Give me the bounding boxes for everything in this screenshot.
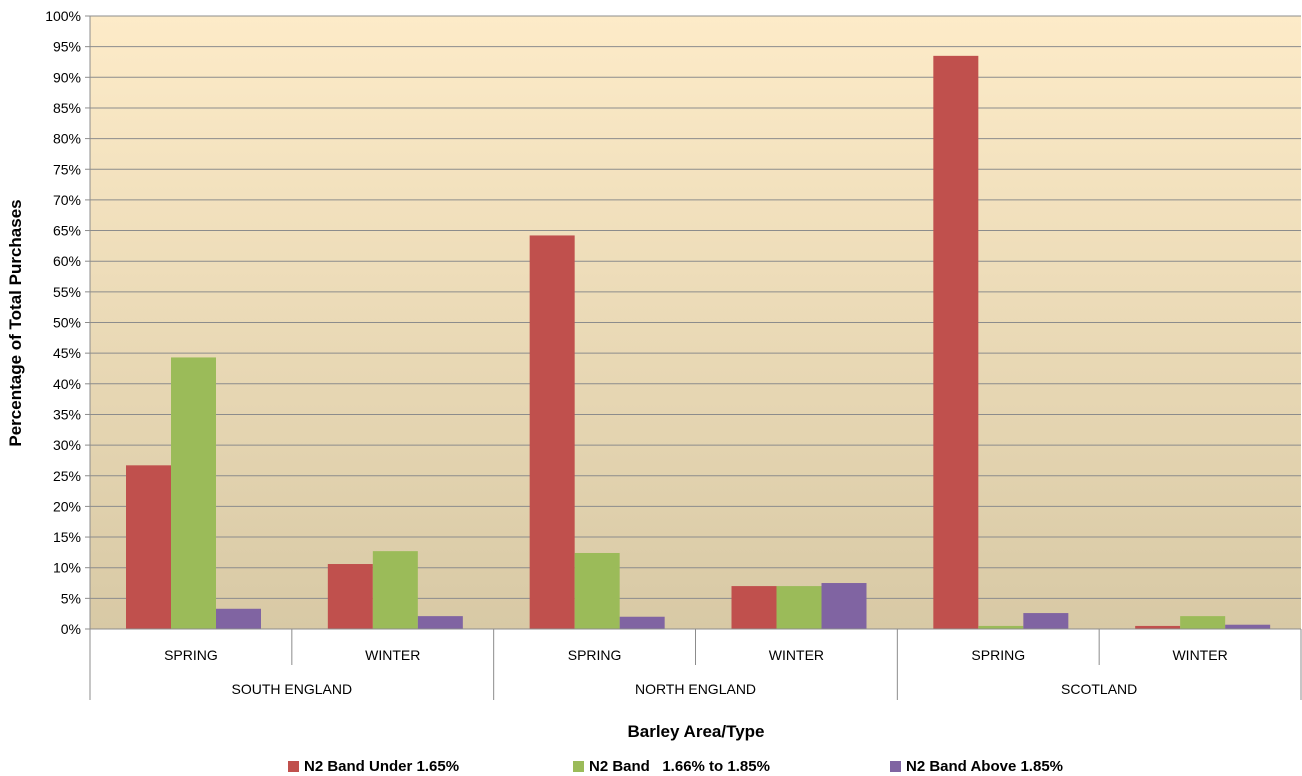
bar (978, 625, 1024, 629)
y-tick-label: 80% (53, 131, 81, 147)
x-axis-title: Barley Area/Type (627, 722, 764, 741)
y-tick-label: 55% (53, 284, 81, 300)
x-group-label: NORTH ENGLAND (635, 681, 756, 697)
y-tick-label: 0% (61, 621, 81, 637)
x-category-label: SPRING (971, 647, 1025, 663)
bar (126, 465, 171, 629)
y-tick-label: 100% (45, 8, 81, 24)
x-category-label: WINTER (769, 647, 824, 663)
legend-swatch (288, 761, 299, 772)
y-tick-label: 10% (53, 560, 81, 576)
y-tick-label: 35% (53, 406, 81, 422)
axes: 0% 5% 10% 15% 20% 25% 30% 35% 40% 45% 50% 55% 60% 65%… (45, 8, 1302, 700)
x-category-label: SPRING (568, 647, 622, 663)
y-tick-label: 15% (53, 529, 81, 545)
bar (731, 586, 777, 629)
y-tick-label: 20% (53, 498, 81, 514)
y-tick-label: 45% (53, 345, 81, 361)
x-group-label: SCOTLAND (1061, 681, 1137, 697)
x-group-label: SOUTH ENGLAND (232, 681, 353, 697)
y-tick-label: 70% (53, 192, 81, 208)
y-tick-label: 75% (53, 161, 81, 177)
y-axis-title: Percentage of Total Purchases (6, 199, 25, 446)
y-tick-label: 60% (53, 253, 81, 269)
y-tick-label: 30% (53, 437, 81, 453)
x-category-label: WINTER (365, 647, 420, 663)
bar (1180, 616, 1226, 629)
bar (574, 552, 620, 629)
bar (417, 616, 463, 629)
y-tick-label: 65% (53, 223, 81, 239)
y-tick-label: 95% (53, 39, 81, 55)
bar (776, 586, 822, 629)
x-category-label: SPRING (164, 647, 218, 663)
bar (1225, 624, 1271, 629)
bar (529, 235, 575, 630)
legend-label: N2 Band Above 1.85% (906, 758, 1063, 775)
bar (1023, 613, 1069, 629)
legend: N2 Band Under 1.65% N2 Band 1.66% to 1.85… (288, 758, 1063, 775)
legend-label: N2 Band 1.66% to 1.85% (589, 758, 770, 775)
bar (933, 55, 979, 630)
y-tick-label: 40% (53, 376, 81, 392)
y-tick-label: 50% (53, 315, 81, 331)
bars (126, 55, 1271, 630)
bar (216, 608, 261, 629)
gridlines (90, 15, 1301, 630)
y-tick-label: 5% (61, 590, 81, 606)
y-tick-label: 90% (53, 69, 81, 85)
bar (171, 357, 216, 629)
bar (372, 551, 418, 629)
x-category-label: WINTER (1172, 647, 1227, 663)
legend-label: N2 Band Under 1.65% (304, 758, 459, 775)
legend-swatch (890, 761, 901, 772)
y-tick-label: 25% (53, 468, 81, 484)
y-tick-label: 85% (53, 100, 81, 116)
bar (619, 616, 665, 629)
bar (327, 564, 373, 629)
bar (1135, 625, 1181, 629)
bar (821, 583, 867, 629)
legend-swatch (573, 761, 584, 772)
